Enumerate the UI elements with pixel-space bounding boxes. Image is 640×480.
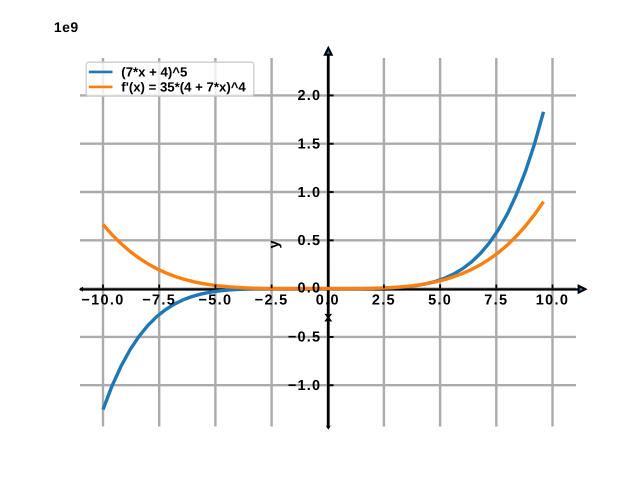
- svg-text:−7.5: −7.5: [142, 292, 176, 308]
- svg-text:−5.0: −5.0: [198, 292, 232, 308]
- svg-text:1e9: 1e9: [54, 19, 79, 35]
- svg-text:10.0: 10.0: [536, 292, 569, 308]
- svg-text:2.0: 2.0: [298, 88, 322, 104]
- svg-text:y: y: [267, 240, 283, 248]
- svg-text:7.5: 7.5: [484, 292, 508, 308]
- svg-text:0.0: 0.0: [298, 281, 322, 297]
- svg-text:x: x: [324, 309, 332, 325]
- svg-text:1.5: 1.5: [298, 137, 322, 153]
- svg-text:(7*x + 4)^5: (7*x + 4)^5: [121, 64, 187, 79]
- svg-text:−2.5: −2.5: [255, 292, 289, 308]
- svg-text:5.0: 5.0: [428, 292, 452, 308]
- svg-text:2.5: 2.5: [372, 292, 396, 308]
- svg-text:0.0: 0.0: [316, 292, 340, 308]
- svg-text:−10.0: −10.0: [81, 292, 124, 308]
- svg-text:0.5: 0.5: [298, 233, 322, 249]
- svg-text:−1.0: −1.0: [288, 378, 321, 394]
- svg-text:−0.5: −0.5: [288, 330, 321, 346]
- svg-text:1.0: 1.0: [298, 185, 322, 201]
- svg-text:f'(x) = 35*(4 + 7*x)^4: f'(x) = 35*(4 + 7*x)^4: [121, 79, 246, 94]
